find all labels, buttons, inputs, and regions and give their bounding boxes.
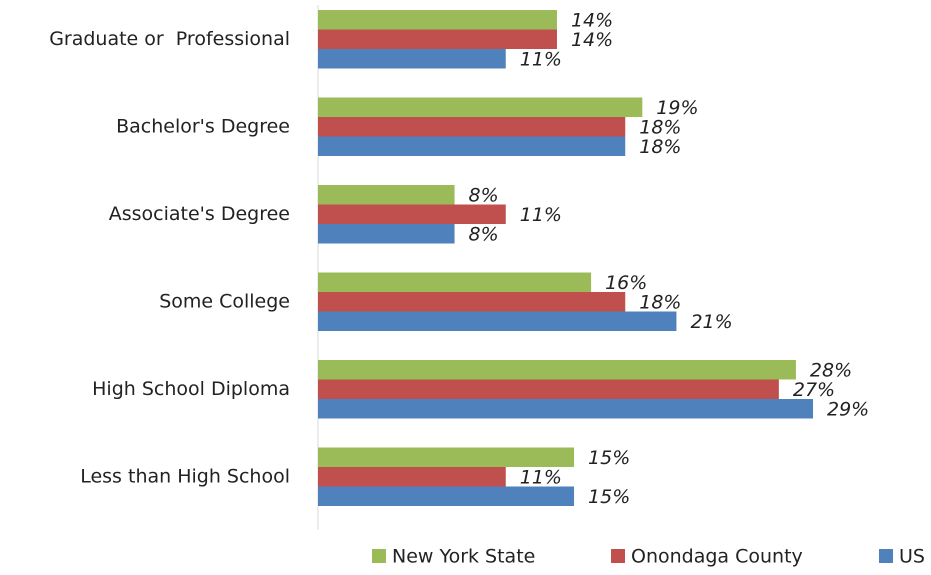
value-label: 14% <box>571 29 613 51</box>
value-label: 18% <box>639 136 681 158</box>
value-label: 11% <box>520 204 562 226</box>
bar <box>318 447 575 467</box>
value-label: 16% <box>605 272 647 294</box>
bar <box>318 311 677 331</box>
bar <box>318 292 626 312</box>
value-label: 28% <box>810 359 852 381</box>
legend-label: US <box>899 546 925 568</box>
value-label: 15% <box>588 486 630 508</box>
bar <box>318 399 813 419</box>
legend-swatch <box>372 549 386 563</box>
legend-label: New York State <box>392 546 535 568</box>
category-label: Some College <box>159 290 290 312</box>
value-label: 29% <box>827 398 869 420</box>
bar <box>318 97 643 117</box>
category-label: Associate's Degree <box>109 203 290 225</box>
value-label: 27% <box>793 379 835 401</box>
value-label: 8% <box>469 223 499 245</box>
bar <box>318 185 455 205</box>
category-label: Less than High School <box>80 465 290 487</box>
legend-swatch <box>879 549 893 563</box>
bar <box>318 486 575 506</box>
category-label: High School Diploma <box>92 378 290 400</box>
bar <box>318 272 592 292</box>
legend-swatch <box>611 549 625 563</box>
bar <box>318 10 557 30</box>
bar <box>318 49 506 69</box>
value-label: 14% <box>571 9 613 31</box>
value-label: 18% <box>639 291 681 313</box>
value-label: 15% <box>588 447 630 469</box>
category-label: Bachelor's Degree <box>116 115 290 137</box>
value-label: 11% <box>520 48 562 70</box>
bar <box>318 379 779 399</box>
value-label: 18% <box>639 116 681 138</box>
bar <box>318 224 455 244</box>
bar <box>318 117 626 137</box>
value-label: 21% <box>690 311 732 333</box>
value-label: 19% <box>656 97 698 119</box>
bar <box>318 204 506 224</box>
value-label: 8% <box>469 184 499 206</box>
value-label: 11% <box>520 466 562 488</box>
category-label: Graduate or Professional <box>49 28 290 50</box>
bar <box>318 29 557 49</box>
bar <box>318 136 626 156</box>
legend-label: Onondaga County <box>631 546 803 568</box>
bar <box>318 467 506 487</box>
bar <box>318 360 796 380</box>
